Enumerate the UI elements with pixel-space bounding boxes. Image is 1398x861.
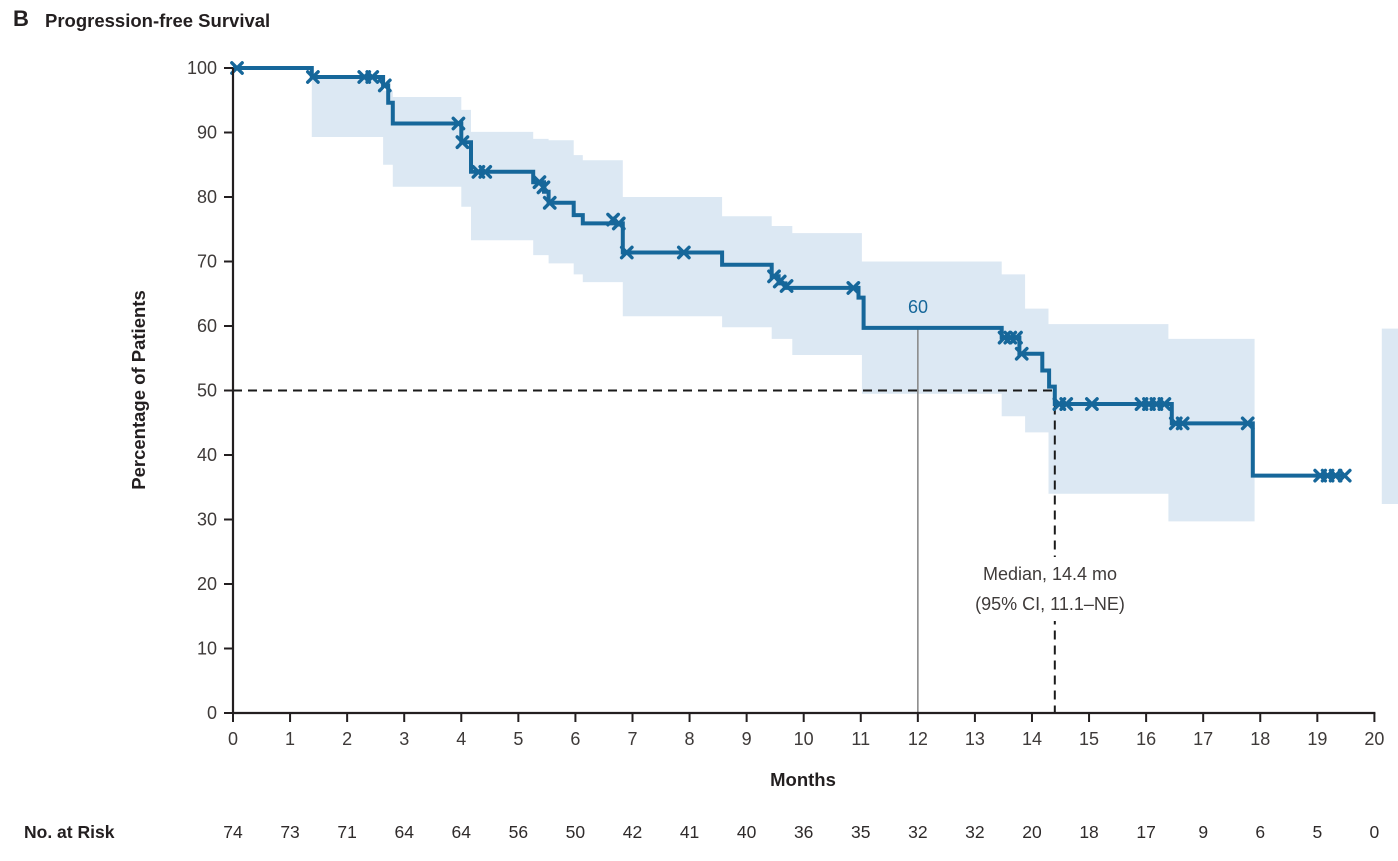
median-annotation-line2: (95% CI, 11.1–NE) bbox=[975, 594, 1125, 614]
x-tick-label: 19 bbox=[1307, 729, 1327, 749]
risk-count: 17 bbox=[1136, 822, 1156, 842]
x-tick-label: 1 bbox=[285, 729, 295, 749]
x-tick-label: 17 bbox=[1193, 729, 1213, 749]
risk-count: 32 bbox=[965, 822, 985, 842]
risk-count: 74 bbox=[223, 822, 243, 842]
panel-title: Progression-free Survival bbox=[45, 10, 271, 31]
y-tick-label: 50 bbox=[197, 381, 217, 401]
y-tick-label: 40 bbox=[197, 445, 217, 465]
risk-count: 64 bbox=[451, 822, 471, 842]
median-annotation: Median, 14.4 mo (95% CI, 11.1–NE) bbox=[965, 557, 1135, 621]
risk-count: 20 bbox=[1022, 822, 1042, 842]
median-annotation-line1: Median, 14.4 mo bbox=[982, 564, 1118, 584]
km-curve bbox=[233, 66, 1347, 478]
risk-count: 41 bbox=[679, 822, 700, 842]
sixty-percent-label: 60 bbox=[907, 297, 929, 317]
y-tick-label: 70 bbox=[197, 252, 217, 272]
x-tick-label: 18 bbox=[1250, 729, 1270, 749]
risk-count: 5 bbox=[1312, 822, 1323, 842]
y-tick-label: 10 bbox=[197, 639, 217, 659]
risk-count: 0 bbox=[1369, 822, 1380, 842]
x-tick-label: 2 bbox=[342, 729, 352, 749]
no-at-risk-label: No. at Risk bbox=[24, 822, 115, 842]
y-tick-label: 20 bbox=[197, 574, 217, 594]
x-tick-label: 5 bbox=[513, 729, 523, 749]
x-tick-label: 20 bbox=[1364, 729, 1384, 749]
x-tick-label: 13 bbox=[965, 729, 985, 749]
x-tick-label: 7 bbox=[627, 729, 637, 749]
confidence-band bbox=[311, 79, 1255, 522]
x-tick-label: 9 bbox=[742, 729, 752, 749]
risk-count: 35 bbox=[851, 822, 871, 842]
risk-count: 36 bbox=[793, 822, 814, 842]
censor-marks bbox=[230, 61, 1352, 483]
x-tick-label: 11 bbox=[851, 729, 870, 749]
y-tick-label: 90 bbox=[197, 123, 217, 143]
confidence-band-edge-strip bbox=[1381, 328, 1398, 504]
risk-count: 73 bbox=[280, 822, 300, 842]
y-tick-label: 60 bbox=[197, 316, 217, 336]
tick-marks bbox=[224, 67, 1376, 722]
x-tick-label: 14 bbox=[1022, 729, 1042, 749]
x-tick-label: 15 bbox=[1079, 729, 1099, 749]
risk-count: 18 bbox=[1079, 822, 1099, 842]
x-tick-label: 4 bbox=[456, 729, 466, 749]
risk-count: 9 bbox=[1198, 822, 1209, 842]
x-tick-label: 3 bbox=[399, 729, 409, 749]
risk-count: 64 bbox=[394, 822, 414, 842]
risk-count: 32 bbox=[908, 822, 928, 842]
risk-count: 40 bbox=[736, 822, 757, 842]
x-tick-label: 16 bbox=[1136, 729, 1156, 749]
y-axis-title: Percentage of Patients bbox=[128, 290, 149, 490]
risk-count: 71 bbox=[337, 822, 357, 842]
risk-count: 6 bbox=[1255, 822, 1266, 842]
x-axis-title: Months bbox=[770, 769, 836, 790]
y-tick-label: 0 bbox=[207, 703, 217, 723]
risk-count: 50 bbox=[565, 822, 586, 842]
y-tick-label: 80 bbox=[197, 187, 217, 207]
panel-letter: B bbox=[13, 6, 29, 31]
risk-count: 42 bbox=[622, 822, 643, 842]
x-tick-label: 12 bbox=[908, 729, 928, 749]
x-tick-label: 8 bbox=[685, 729, 695, 749]
x-tick-label: 0 bbox=[228, 729, 238, 749]
y-tick-label: 30 bbox=[197, 510, 217, 530]
y-tick-label: 100 bbox=[187, 58, 217, 78]
x-tick-label: 6 bbox=[570, 729, 580, 749]
risk-count: 56 bbox=[508, 822, 529, 842]
x-tick-label: 10 bbox=[794, 729, 814, 749]
